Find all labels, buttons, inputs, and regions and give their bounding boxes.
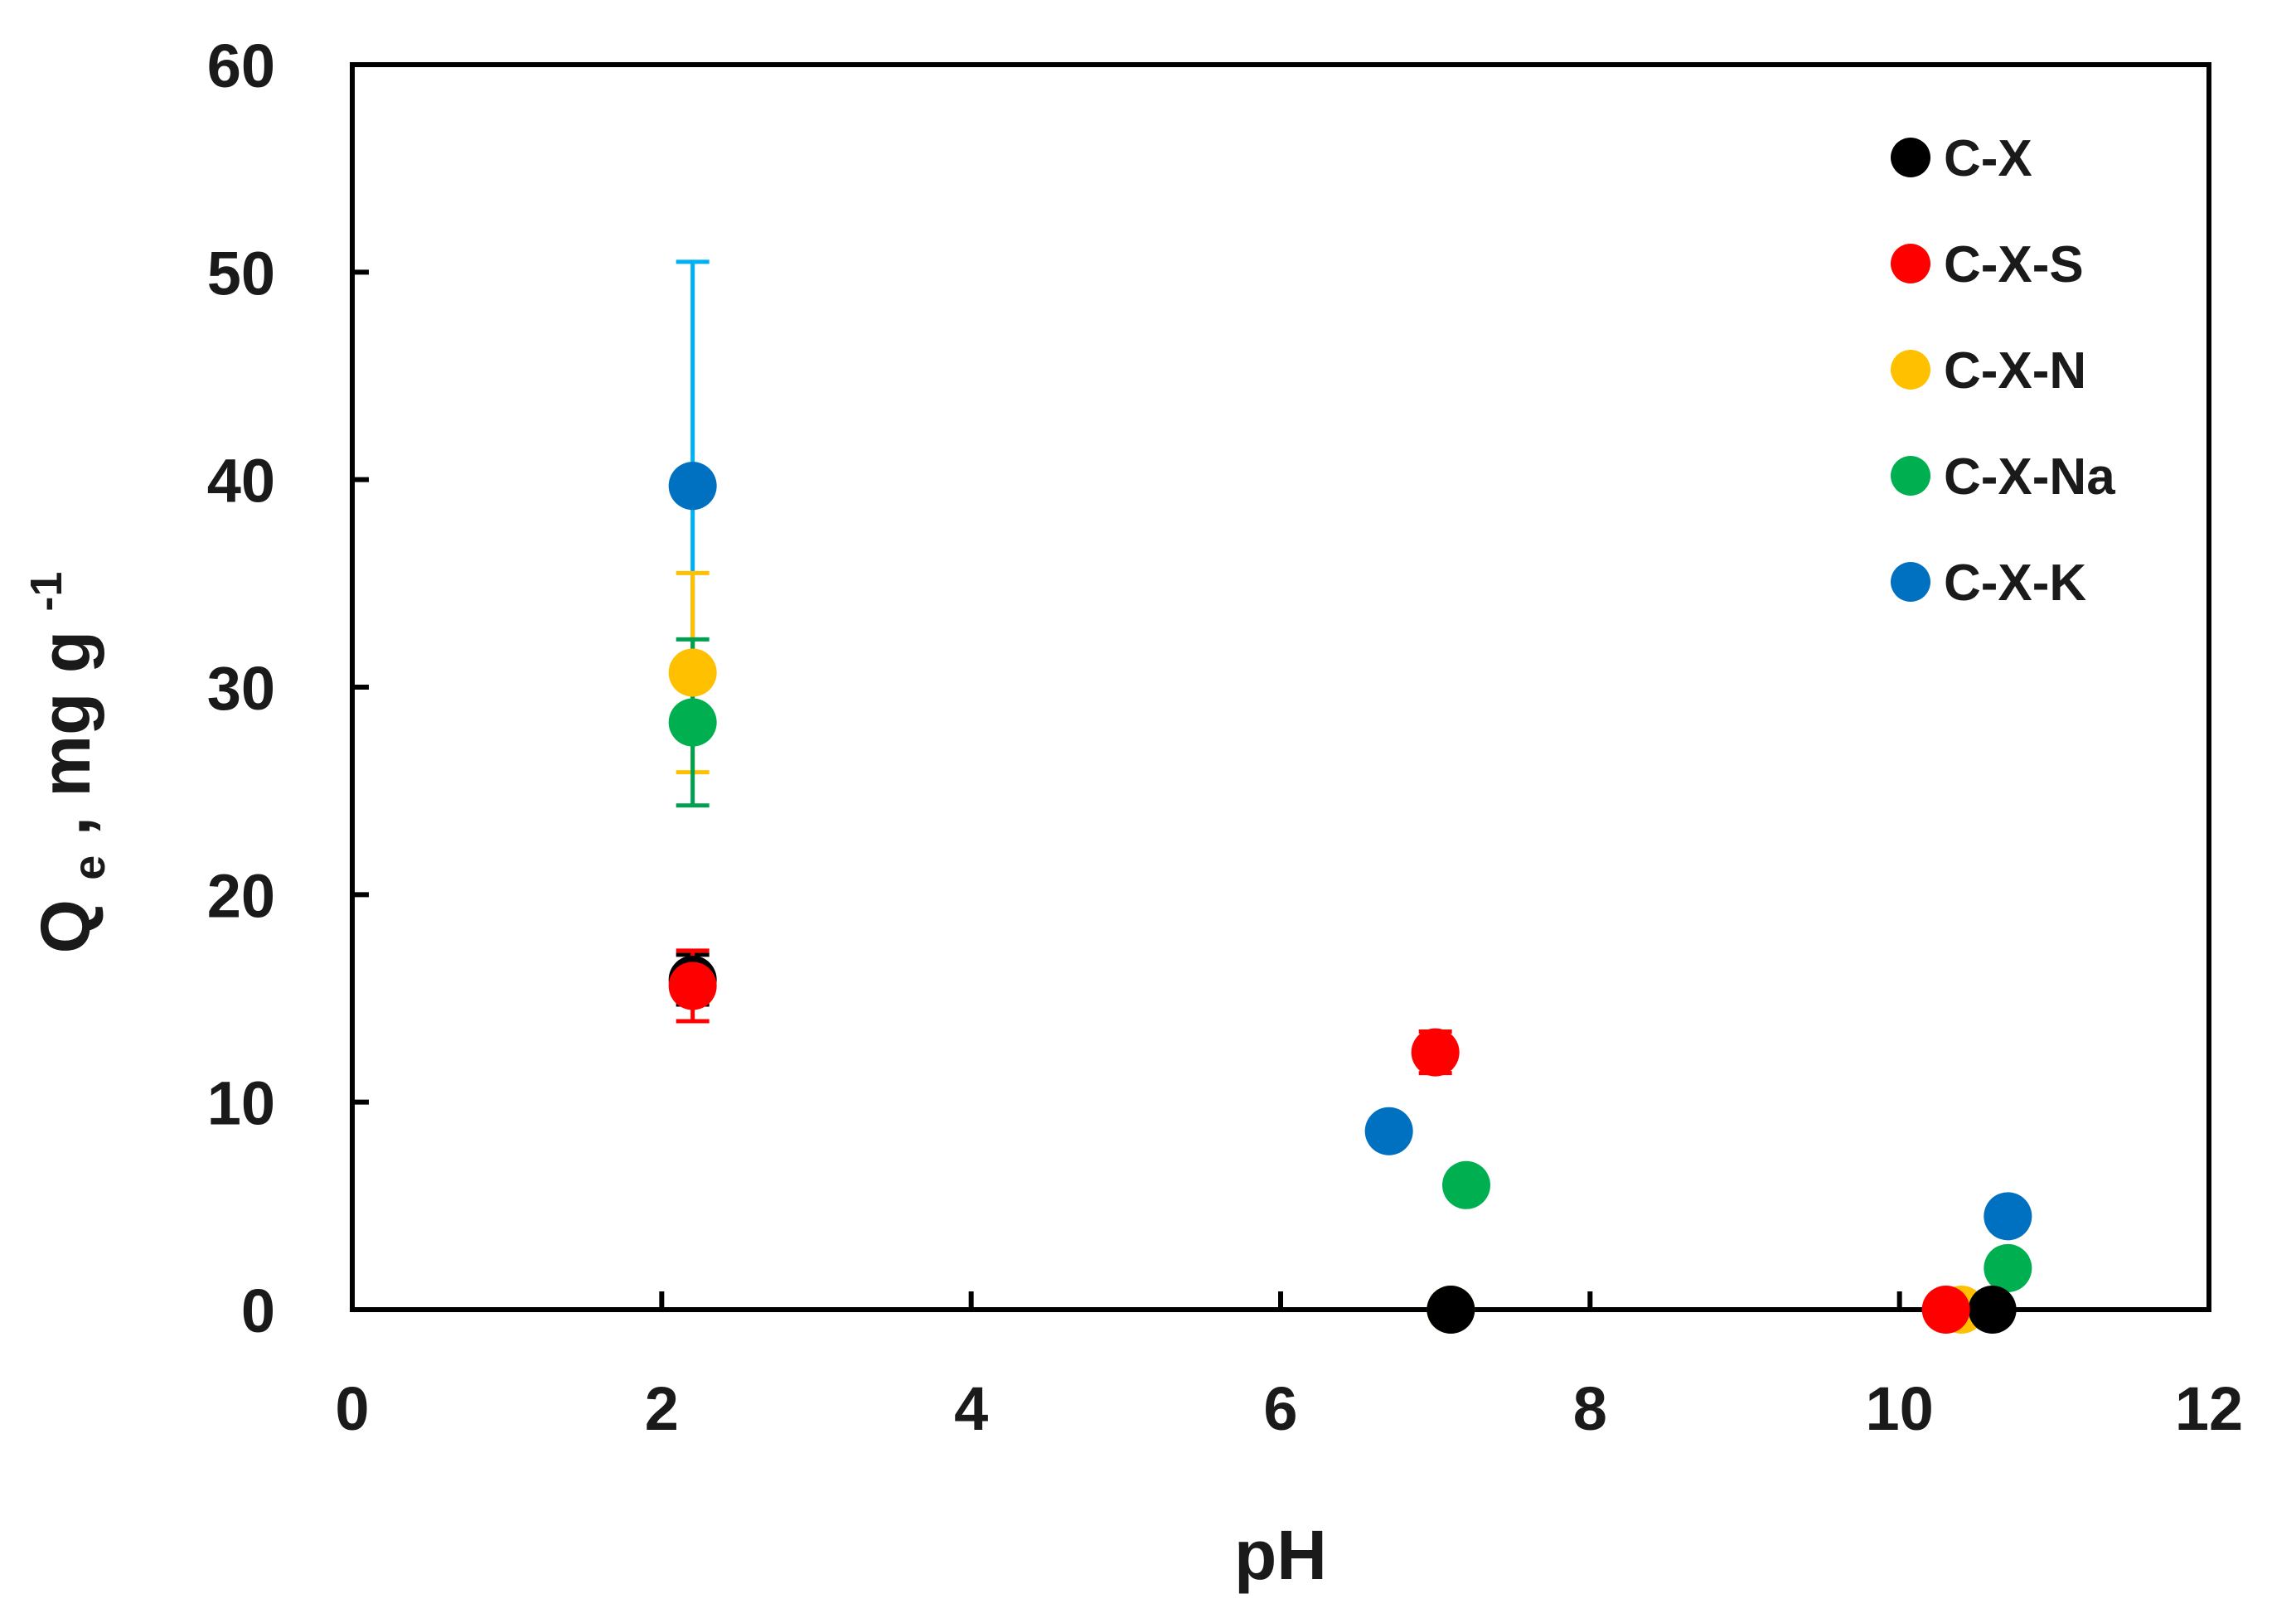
plot-area — [350, 62, 2211, 1312]
y-tick-label: 10 — [207, 1069, 275, 1138]
y-axis-title-subscript: e — [65, 855, 114, 880]
data-point-c-x-s — [1411, 1028, 1460, 1077]
legend-marker-c-x — [1891, 138, 1930, 177]
y-tick-label: 30 — [207, 654, 275, 723]
data-point-c-x — [1427, 1286, 1475, 1334]
data-point-c-x-s — [668, 962, 717, 1010]
legend-label-c-x-na: C-X-Na — [1944, 448, 2115, 506]
legend-marker-c-x-na — [1891, 456, 1930, 496]
legend-marker-c-x-k — [1891, 562, 1930, 602]
y-tick-label: 0 — [241, 1276, 275, 1345]
plot-frame — [350, 62, 2211, 1312]
x-tick-label: 8 — [1573, 1374, 1607, 1443]
data-point-c-x-na — [1442, 1160, 1490, 1209]
x-tick-label: 10 — [1866, 1374, 1934, 1443]
data-point-c-x-k — [1364, 1107, 1413, 1155]
y-axis-title-rest: , mg g — [27, 631, 104, 836]
x-tick-label: 0 — [335, 1374, 369, 1443]
legend-marker-c-x-n — [1891, 350, 1930, 390]
data-points — [668, 462, 2032, 1334]
legend-label-c-x-k: C-X-K — [1944, 555, 2086, 612]
data-point-c-x-na — [1984, 1243, 2032, 1292]
data-point-c-x-k — [668, 462, 717, 511]
y-axis-title-main: Q — [27, 899, 104, 953]
legend: C-X C-X-S C-X-N C-X-Na C-X-K — [1891, 130, 2115, 612]
data-point-c-x-k — [1984, 1192, 2032, 1241]
legend-marker-c-x-s — [1891, 244, 1930, 283]
legend-label-c-x-n: C-X-N — [1944, 342, 2086, 400]
y-tick-label: 40 — [207, 447, 275, 516]
x-axis-title: pH — [1234, 1516, 1327, 1594]
data-point-c-x-n — [668, 648, 717, 697]
data-point-c-x-s — [1921, 1286, 1970, 1334]
y-tick-label: 20 — [207, 861, 275, 930]
y-tick-label: 60 — [207, 31, 275, 100]
y-axis-title-superscript: -1 — [22, 572, 71, 612]
legend-label-c-x: C-X — [1944, 130, 2032, 187]
x-tick-label: 4 — [954, 1374, 988, 1443]
x-tick-label: 12 — [2175, 1374, 2243, 1443]
data-point-c-x — [1968, 1286, 2017, 1334]
legend-label-c-x-s: C-X-S — [1944, 236, 2084, 293]
axes: 0 2 4 6 8 10 12 0 10 20 30 40 50 60 — [207, 31, 2243, 1443]
x-tick-label: 6 — [1263, 1374, 1297, 1443]
y-axis-title: Q e , mg g -1 — [22, 572, 119, 954]
x-tick-label: 2 — [645, 1374, 679, 1443]
y-tick-label: 50 — [207, 239, 275, 308]
error-bars — [676, 259, 1452, 1076]
data-point-c-x-na — [668, 698, 717, 747]
